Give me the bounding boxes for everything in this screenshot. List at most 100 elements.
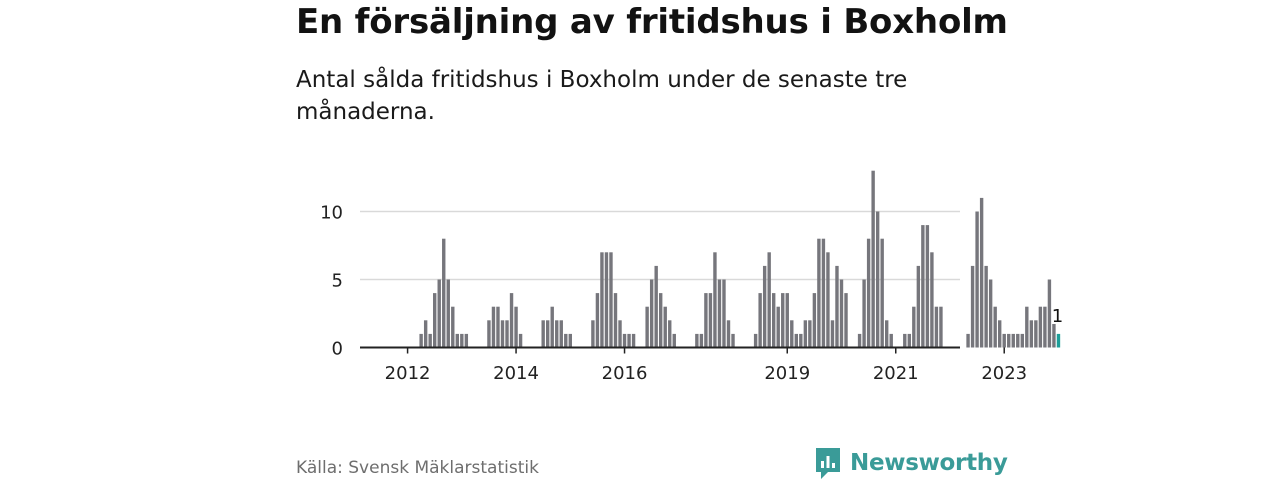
bar: [559, 320, 563, 348]
bar: [984, 265, 988, 348]
bar: [631, 333, 636, 348]
bar: [518, 333, 523, 348]
bar: [695, 333, 699, 348]
y-tick-label: 10: [320, 203, 343, 224]
bar: [808, 320, 812, 348]
bar: [423, 320, 428, 348]
bar: [966, 333, 970, 348]
bar: [839, 279, 844, 348]
bar: [970, 265, 975, 348]
y-tick-label: 0: [332, 339, 343, 360]
bar: [627, 333, 631, 348]
bar: [812, 293, 817, 348]
source-note: Källa: Svensk Mäklarstatistik: [296, 458, 539, 478]
x-tick-label: 2023: [981, 363, 1027, 384]
bar: [491, 306, 496, 348]
bar: [546, 320, 550, 348]
chart-subtitle: Antal sålda fritidshus i Boxholm under d…: [296, 67, 908, 125]
x-tick-label: 2016: [602, 363, 648, 384]
bar: [885, 320, 889, 348]
bar: [595, 293, 600, 348]
bar: [835, 265, 839, 348]
bar: [437, 279, 441, 348]
bar: [925, 225, 930, 348]
bars: [419, 170, 1061, 348]
newsworthy-logo-icon: [816, 448, 840, 479]
bar: [1043, 306, 1047, 348]
bar: [790, 320, 794, 348]
bar: [934, 306, 939, 348]
bar: [857, 333, 862, 348]
bar: [722, 279, 726, 348]
bar: [550, 306, 554, 348]
bar: [875, 211, 880, 348]
x-tick-label: 2021: [873, 363, 919, 384]
chart-title: En försäljning av fritidshus i Boxholm: [296, 2, 1008, 42]
bar: [455, 333, 459, 348]
bar: [659, 293, 663, 348]
bar: [509, 293, 514, 348]
bar: [451, 306, 455, 348]
bar: [1038, 306, 1043, 348]
brand-name: Newsworthy: [850, 450, 1008, 476]
bar: [880, 238, 884, 348]
bar: [1007, 333, 1011, 348]
bar: [699, 333, 704, 348]
grid-lines: [360, 210, 960, 281]
bar: [785, 293, 789, 348]
bar: [1047, 279, 1052, 348]
y-axis-ticks: 0 5 10: [320, 203, 343, 360]
bar: [988, 279, 993, 348]
bar: [514, 306, 518, 348]
bar: [844, 293, 848, 348]
bar: [907, 333, 911, 348]
bar: [609, 252, 613, 348]
bar: [568, 333, 572, 348]
brand-logo[interactable]: Newsworthy: [814, 446, 1008, 480]
bar: [889, 333, 893, 348]
bar: [618, 320, 622, 348]
bar: [776, 306, 780, 348]
bar: [830, 320, 835, 348]
x-axis-ticks: 2012 2014 2016 2019 2021 2023: [385, 347, 1027, 384]
bar: [799, 333, 803, 348]
bar: [600, 252, 604, 348]
bar: [713, 252, 717, 348]
bar: [871, 170, 875, 348]
y-tick-label: 5: [332, 271, 343, 292]
bar: [767, 252, 771, 348]
bar: [500, 320, 505, 348]
bar: [753, 333, 758, 348]
bar: [826, 252, 830, 348]
bar: [464, 333, 469, 348]
bar: [717, 279, 722, 348]
bar: [1029, 320, 1034, 348]
bar: [1002, 333, 1006, 348]
bar: [1052, 320, 1056, 348]
x-tick-label: 2012: [385, 363, 431, 384]
bar: [541, 320, 545, 348]
bar: [975, 211, 979, 348]
bar: [1016, 333, 1020, 348]
bar: [772, 293, 776, 348]
bar: [993, 306, 997, 348]
bar: [1011, 333, 1015, 348]
bar: [1025, 306, 1029, 348]
bar: [866, 238, 871, 348]
last-value-label: 1: [1052, 306, 1063, 327]
bar: [708, 293, 713, 348]
annotations: 1: [1050, 304, 1065, 329]
bar: [564, 333, 568, 348]
bar: [998, 320, 1002, 348]
bar-chart: 0 5 10 2012 2014 2016 2019 2021 2023 1: [320, 170, 1065, 384]
bar: [433, 293, 437, 348]
bar: [762, 265, 767, 348]
bar: [591, 320, 595, 348]
bar: [903, 333, 907, 348]
bar: [446, 279, 450, 348]
bar: [862, 279, 866, 348]
bar: [496, 306, 500, 348]
bar: [672, 333, 676, 348]
bar: [704, 293, 708, 348]
bar: [794, 333, 798, 348]
